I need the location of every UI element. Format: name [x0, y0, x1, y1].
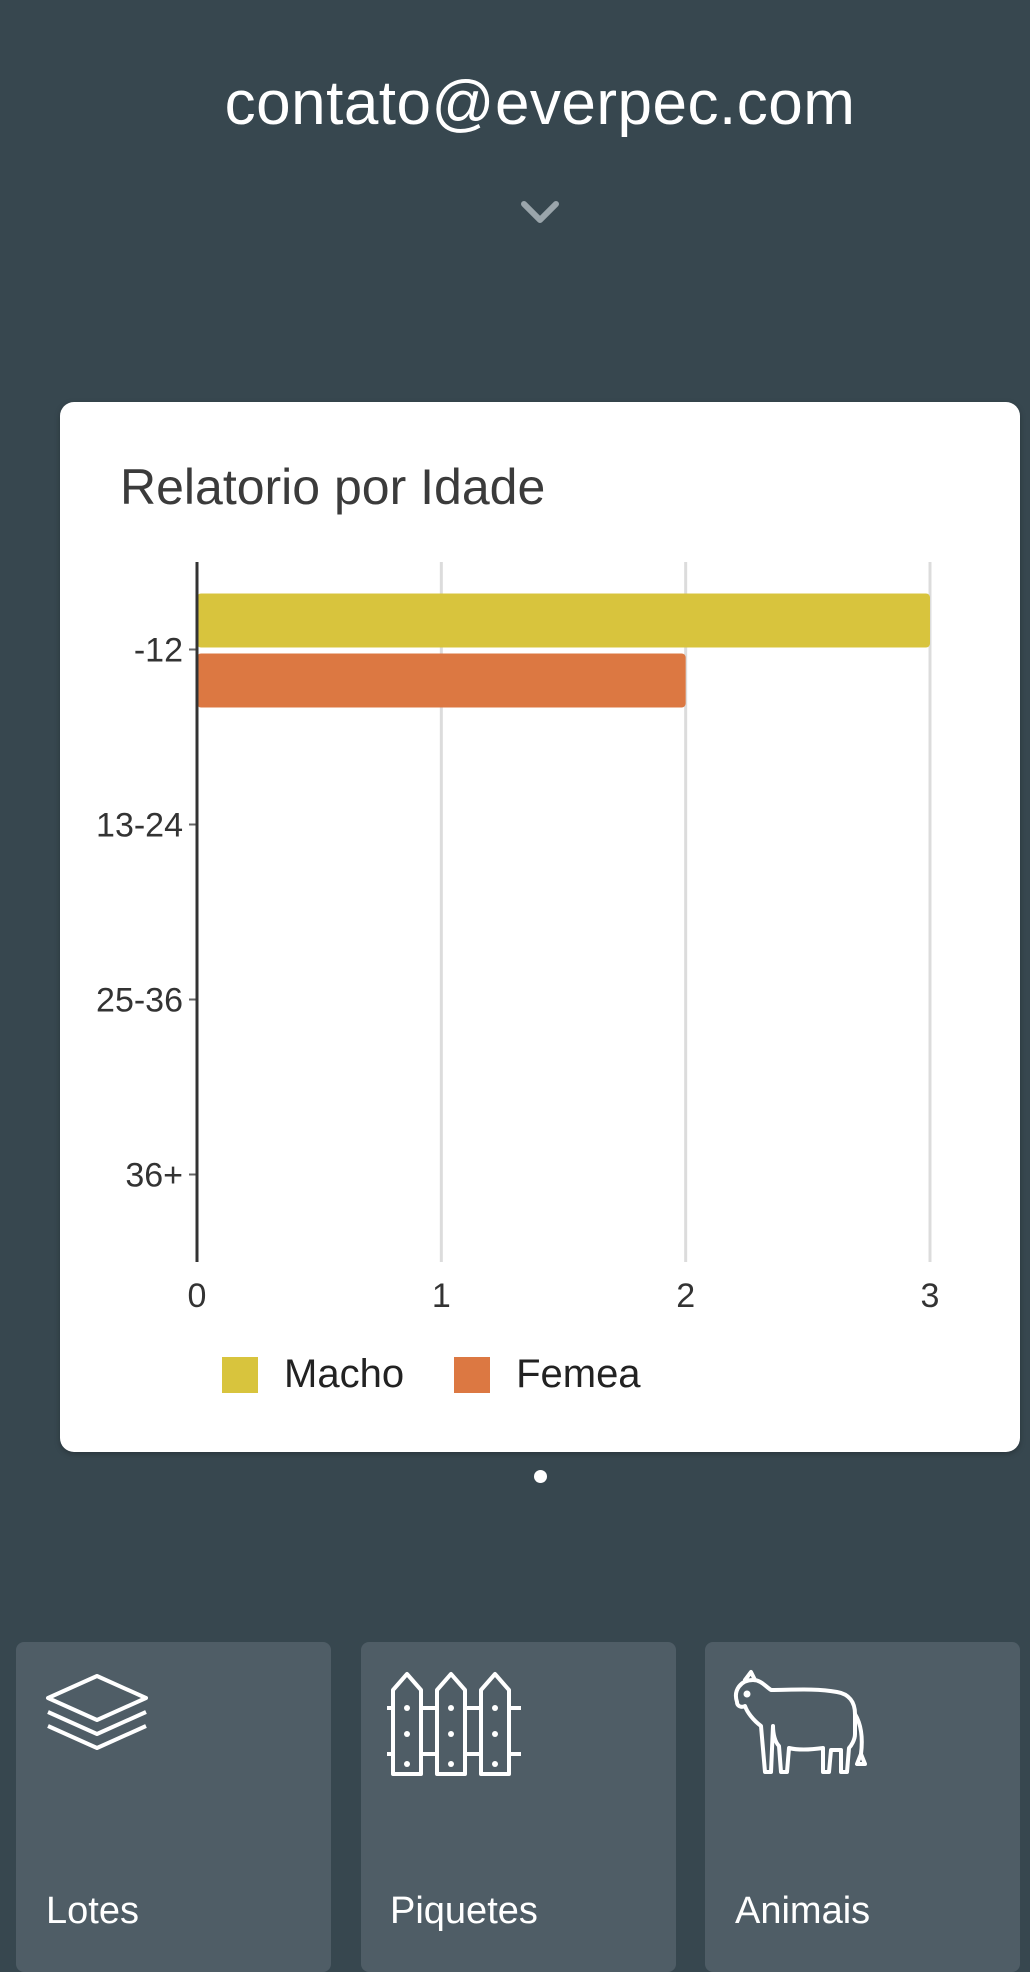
report-card: Relatorio por Idade 0 1 2 3 -12 13-24 25-36 36+…: [60, 402, 1020, 1452]
x-tick-label: 1: [432, 1277, 451, 1315]
y-tick-label: 36+: [125, 1157, 183, 1195]
legend-label-macho: Macho: [284, 1352, 405, 1396]
legend-swatch-femea: [454, 1356, 491, 1393]
nav-tile-label-animais: Animais: [735, 1890, 871, 1932]
carousel-pager-dot[interactable]: [534, 1470, 547, 1483]
x-tick-label: 3: [921, 1277, 940, 1315]
cow-icon: [734, 1670, 867, 1774]
x-tick-label: 2: [676, 1277, 695, 1315]
chevron-down-icon[interactable]: [520, 200, 560, 226]
chart-legend: Macho Femea: [222, 1352, 691, 1397]
account-header[interactable]: contato@everpec.com: [0, 69, 1030, 138]
y-tick-label: 25-36: [96, 982, 183, 1020]
bar-femea: [197, 653, 686, 708]
nav-tile-label-lotes: Lotes: [46, 1890, 139, 1932]
chart-title: Relatorio por Idade: [120, 459, 546, 515]
legend-item-femea: Femea: [454, 1352, 641, 1397]
layers-icon: [46, 1674, 148, 1750]
legend-label-femea: Femea: [516, 1352, 641, 1396]
y-tick-label: 13-24: [96, 807, 183, 845]
bar-macho: [197, 593, 930, 648]
age-report-chart: 0 1 2 3 -12 13-24 25-36 36+: [96, 562, 940, 1315]
fence-icon: [387, 1672, 521, 1776]
account-email[interactable]: contato@everpec.com: [224, 69, 856, 138]
nav-tile-label-piquetes: Piquetes: [390, 1890, 538, 1932]
nav-tile-animais[interactable]: [705, 1642, 1020, 1972]
legend-swatch-macho: [222, 1356, 258, 1393]
x-tick-label: 0: [188, 1277, 207, 1315]
nav-tile-piquetes[interactable]: [361, 1642, 676, 1972]
nav-tile-lotes[interactable]: [16, 1642, 331, 1972]
y-tick-label: -12: [134, 632, 183, 670]
legend-item-macho: Macho: [222, 1352, 404, 1397]
